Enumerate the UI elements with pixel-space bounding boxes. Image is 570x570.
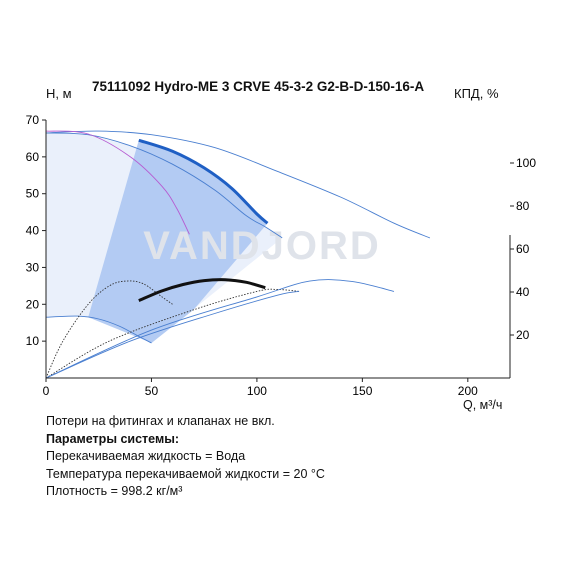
temperature-line: Температура перекачиваемой жидкости = 20… — [46, 466, 325, 481]
chart-title: 75111092 Hydro-ME 3 CRVE 45-3-2 G2-B-D-1… — [92, 79, 425, 94]
y-left-tick-label-60: 60 — [26, 150, 40, 164]
operating-area — [88, 140, 268, 343]
fluid-line: Перекачиваемая жидкость = Вода — [46, 449, 246, 463]
operating-areas — [46, 132, 283, 378]
curves — [45, 130, 431, 379]
head-curve-8 — [45, 130, 190, 235]
x-tick-label-150: 150 — [352, 384, 372, 398]
density-line: Плотность = 998.2 кг/м³ — [46, 484, 183, 498]
y-left-tick-label-70: 70 — [26, 113, 40, 127]
x-tick-label-100: 100 — [247, 384, 267, 398]
x-tick-label-200: 200 — [458, 384, 478, 398]
y-left-tick-label-50: 50 — [26, 187, 40, 201]
head-curve-6 — [45, 290, 300, 379]
y-right-tick-label-60: 60 — [516, 242, 530, 256]
y-right-tick-label-80: 80 — [516, 199, 530, 213]
head-curve-1 — [45, 130, 431, 239]
y-axis-right-label: КПД, % — [454, 86, 499, 101]
y-left-tick-label-40: 40 — [26, 224, 40, 238]
y-right-tick-label-100: 100 — [516, 156, 536, 170]
x-tick-label-0: 0 — [43, 384, 50, 398]
efficiency-curve-9 — [138, 278, 266, 302]
y-left-tick-label-10: 10 — [26, 334, 40, 348]
watermark: VANDJORD — [143, 224, 381, 268]
y-right-tick-label-20: 20 — [516, 328, 530, 342]
y-left-tick-label-30: 30 — [26, 260, 40, 274]
y-right-tick-label-40: 40 — [516, 285, 530, 299]
system-params-heading: Параметры системы: — [46, 431, 180, 446]
x-axis-label: Q, м³/ч — [463, 398, 503, 412]
head-curve-5 — [45, 288, 300, 379]
fittings-note: Потери на фитингах и клапанах не вкл. — [46, 414, 275, 428]
y-axis-left-label: H, м — [46, 86, 72, 101]
y-left-tick-label-20: 20 — [26, 297, 40, 311]
head-curve-3 — [45, 315, 152, 344]
head-curve-7 — [45, 279, 395, 379]
system-info: Потери на фитингах и клапанах не вкл. Па… — [46, 413, 325, 501]
x-tick-label-50: 50 — [145, 384, 159, 398]
head-curve-0 — [138, 138, 269, 225]
axes: 0 50 100 150 200 10 20 30 40 50 60 70 20 40 60 80 100 — [26, 113, 537, 398]
